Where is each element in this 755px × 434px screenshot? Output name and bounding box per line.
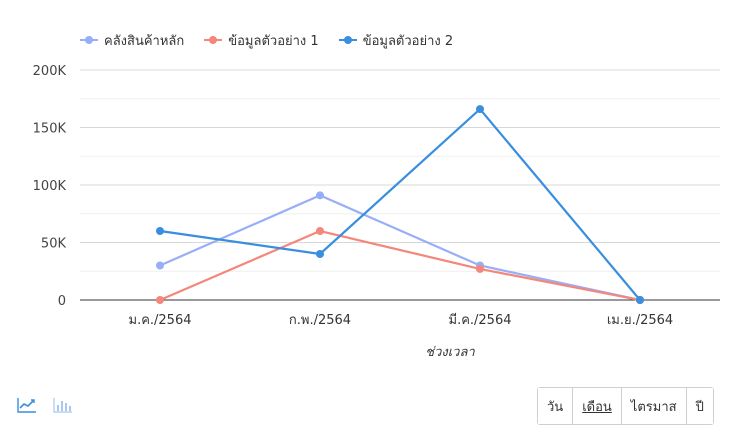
legend-swatch	[204, 33, 222, 47]
data-point	[316, 250, 324, 258]
legend-label: ข้อมูลตัวอย่าง 2	[363, 30, 453, 51]
data-point	[316, 227, 324, 235]
series-3	[156, 105, 644, 304]
x-axis-title: ช่วงเวลา	[425, 345, 475, 360]
legend-item[interactable]: คลังสินค้าหลัก	[80, 30, 184, 51]
period-button[interactable]: ไตรมาส	[622, 388, 687, 424]
y-tick-label: 200K	[33, 64, 67, 79]
line-chart-icon[interactable]	[16, 396, 38, 414]
legend-swatch	[80, 33, 98, 47]
legend-item[interactable]: ข้อมูลตัวอย่าง 2	[339, 30, 453, 51]
series-2	[156, 227, 644, 304]
legend-item[interactable]: ข้อมูลตัวอย่าง 1	[204, 30, 318, 51]
x-tick-label: ม.ค./2564	[129, 313, 192, 328]
data-point	[476, 105, 484, 113]
legend-label: ข้อมูลตัวอย่าง 1	[228, 30, 318, 51]
x-tick-label: ก.พ./2564	[289, 313, 351, 328]
y-tick-label: 150K	[33, 122, 67, 137]
period-button[interactable]: ปี	[687, 388, 713, 424]
x-tick-label: เม.ย./2564	[607, 313, 673, 328]
y-tick-label: 0	[58, 294, 66, 309]
data-point	[316, 191, 324, 199]
period-selector: วัน เดือน ไตรมาส ปี	[537, 387, 714, 425]
data-point	[156, 227, 164, 235]
y-tick-label: 100K	[33, 179, 67, 194]
chart-view-toggle	[16, 396, 74, 414]
line-chart: 0 50K 100K 150K 200K ม.ค./2564 ก.พ./2564 มี.ค./…	[0, 0, 755, 380]
chart-legend: คลังสินค้าหลัก ข้อมูลตัวอย่าง 1 ข้อมูลตัวอ…	[80, 30, 453, 50]
series-line	[160, 195, 640, 300]
y-tick-label: 50K	[41, 237, 67, 252]
legend-label: คลังสินค้าหลัก	[104, 30, 184, 51]
bar-chart-icon[interactable]	[52, 396, 74, 414]
period-button[interactable]: เดือน	[573, 388, 622, 424]
data-point	[156, 296, 164, 304]
x-tick-label: มี.ค./2564	[449, 312, 512, 328]
period-button[interactable]: วัน	[538, 388, 573, 424]
legend-swatch	[339, 33, 357, 47]
data-point	[156, 262, 164, 270]
data-point	[476, 265, 484, 273]
data-point	[636, 296, 644, 304]
